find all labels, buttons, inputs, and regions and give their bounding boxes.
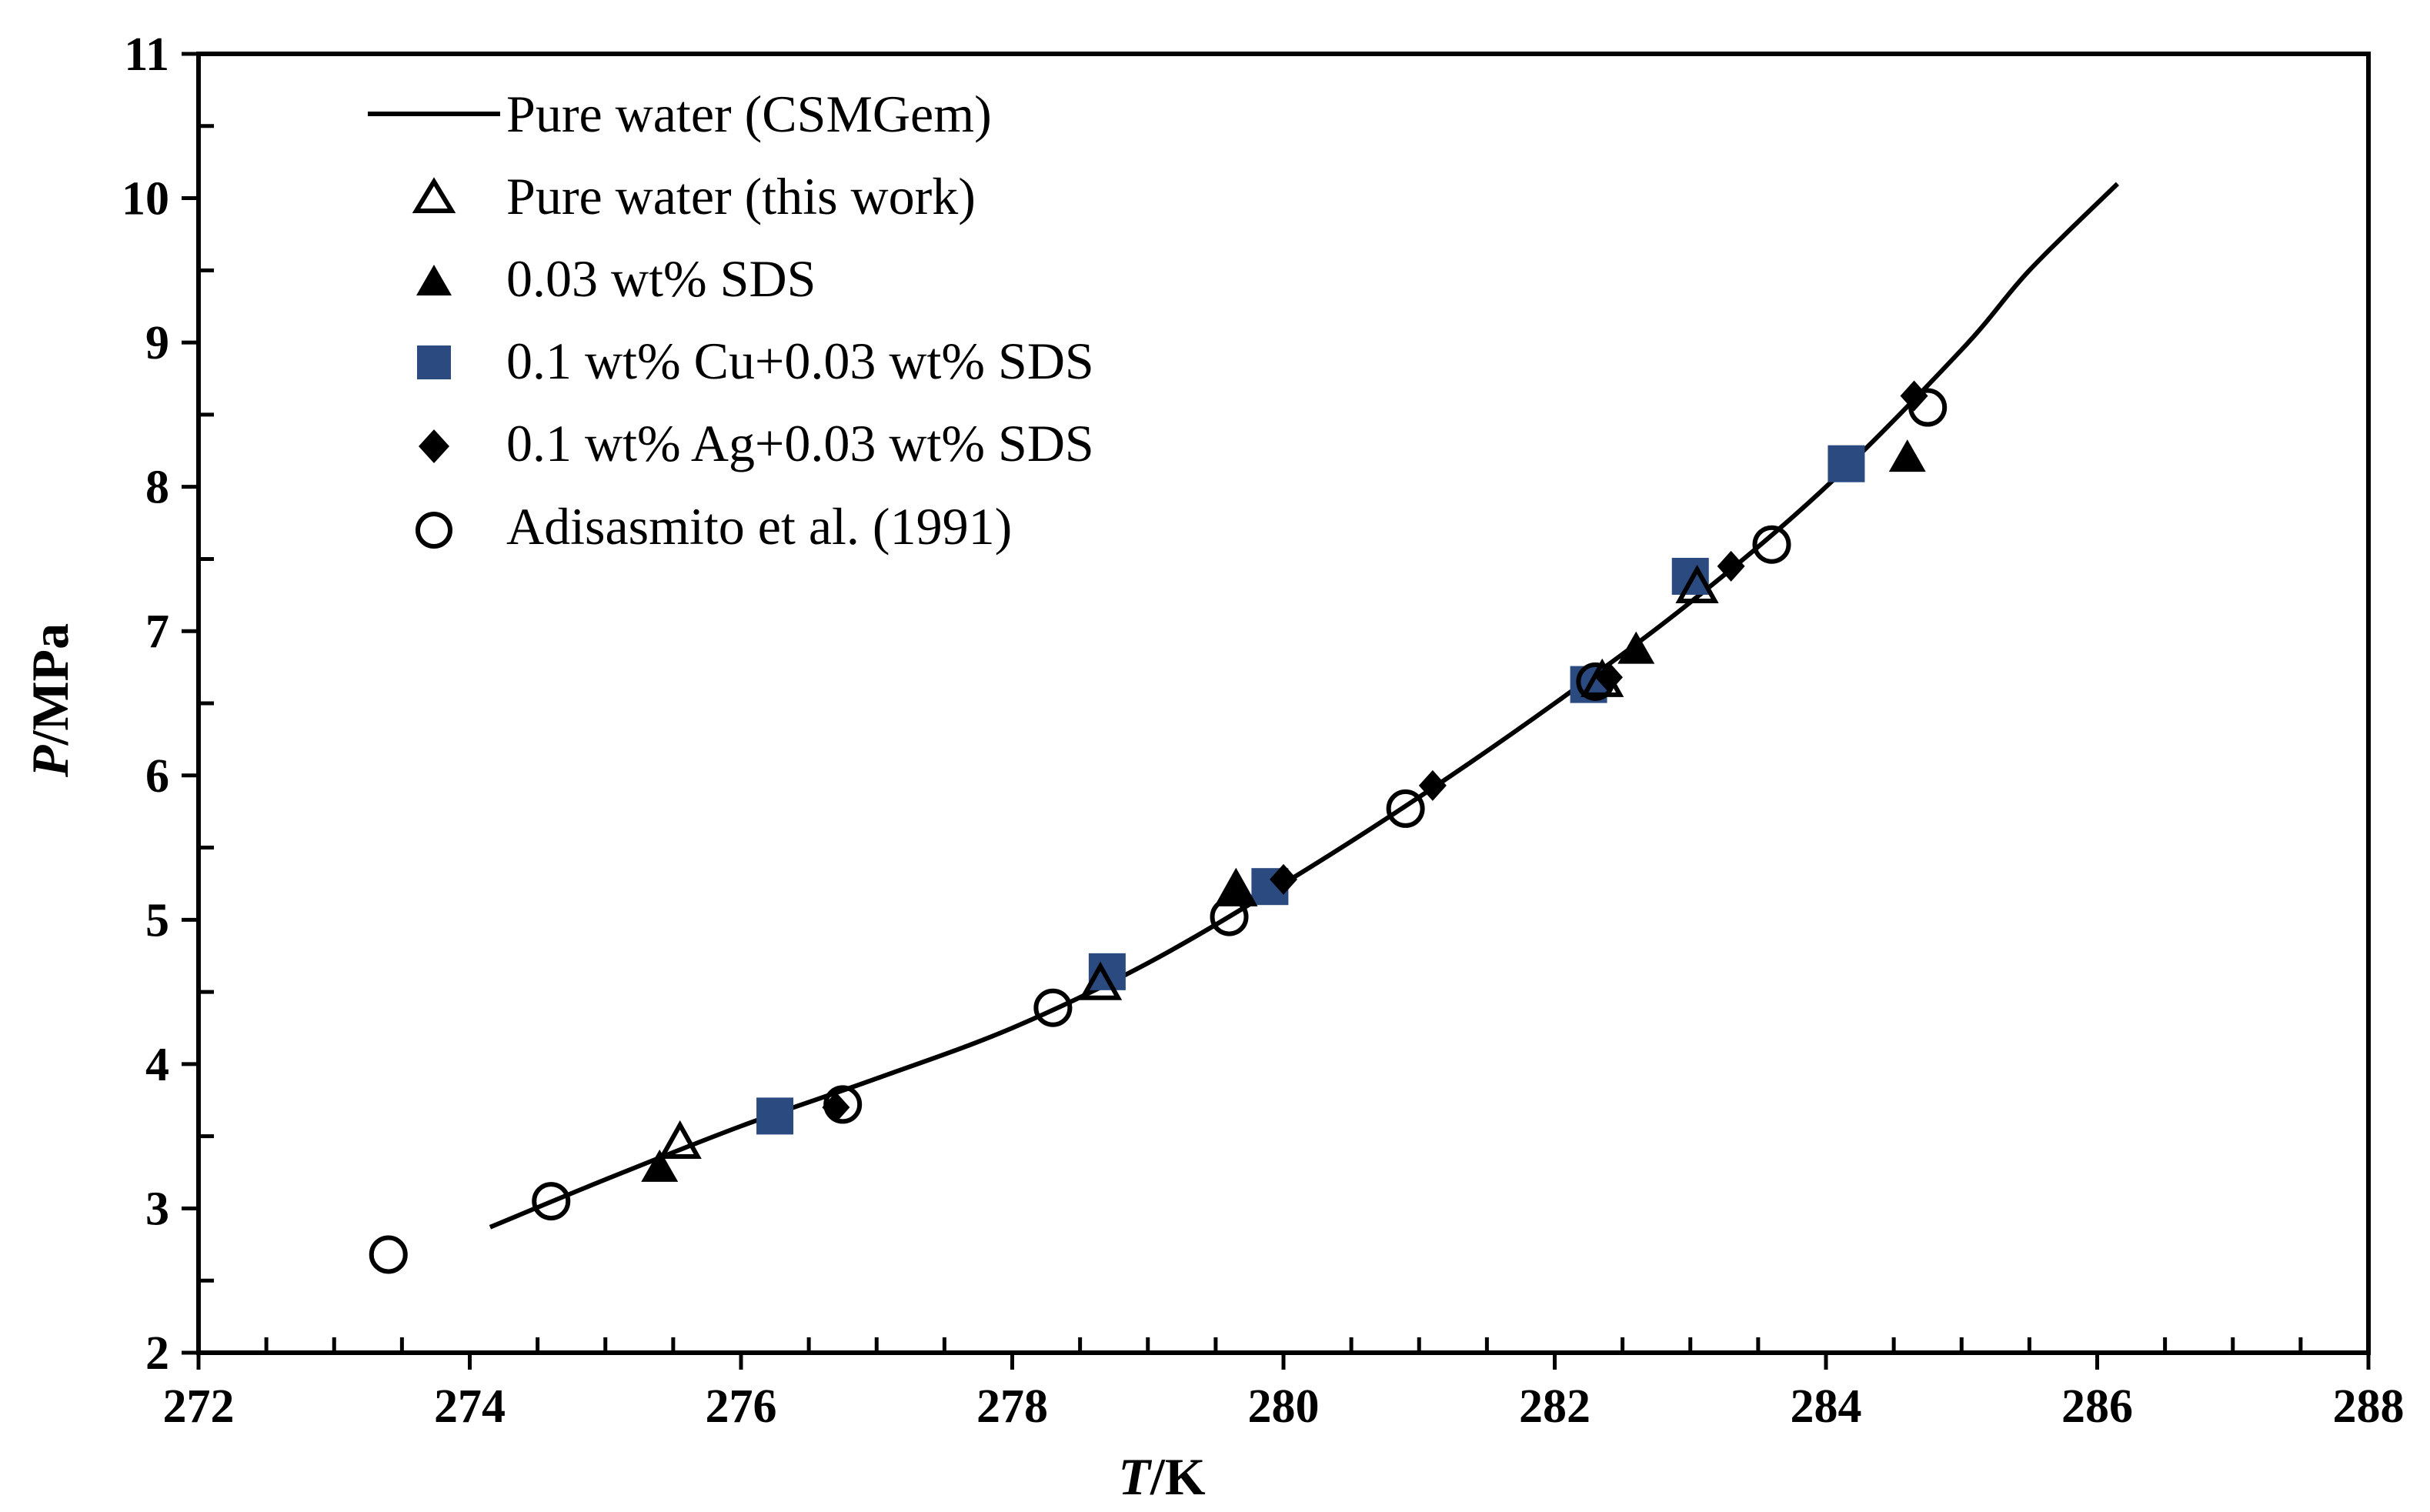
adisasmito-circle-marker xyxy=(1908,388,1948,427)
legend-diamond-icon xyxy=(419,429,449,463)
legend-label: 0.1 wt% Cu+0.03 wt% SDS xyxy=(506,332,1094,390)
legend-item-cu: 0.1 wt% Cu+0.03 wt% SDS xyxy=(417,332,1094,390)
pure-water-triangle-marker xyxy=(658,1120,702,1160)
legend-item-csmgem: Pure water (CSMGem) xyxy=(368,85,992,143)
y-axis-title: P/MPa xyxy=(21,623,79,778)
y-tick-label: 3 xyxy=(145,1183,169,1235)
legend-square-icon xyxy=(417,345,451,379)
adisasmito-circle-marker xyxy=(1386,789,1425,828)
legend-triangle-open-icon xyxy=(412,177,456,213)
adisasmito-circle-marker xyxy=(1576,662,1615,701)
sds-triangle-marker xyxy=(1617,631,1655,664)
y-tick-label: 10 xyxy=(122,173,169,225)
x-tick-label: 274 xyxy=(434,1380,506,1433)
x-tick-label: 282 xyxy=(1519,1380,1591,1433)
y-tick-label: 7 xyxy=(145,606,169,658)
legend-triangle-filled-icon xyxy=(416,265,452,295)
legend-label: Pure water (CSMGem) xyxy=(506,85,992,143)
legend-item-ag: 0.1 wt% Ag+0.03 wt% SDS xyxy=(419,414,1094,472)
y-tick-label: 5 xyxy=(145,894,169,946)
adisasmito-circle-marker xyxy=(1210,897,1249,936)
plot-area xyxy=(196,52,2371,1355)
legend-item-pure-water: Pure water (this work) xyxy=(412,167,976,225)
ag-diamond-marker xyxy=(1595,662,1623,693)
ag-diamond-marker xyxy=(1418,769,1447,801)
y-tick-label: 4 xyxy=(145,1039,169,1091)
x-tick-label: 278 xyxy=(976,1380,1048,1433)
x-tick-label: 272 xyxy=(163,1380,235,1433)
adisasmito-circle-marker xyxy=(1752,525,1791,564)
adisasmito-circle-marker xyxy=(532,1182,571,1221)
adisasmito-circle-marker xyxy=(369,1235,408,1274)
y-tick-label: 6 xyxy=(145,750,169,803)
cu-square-marker xyxy=(1088,953,1126,990)
legend-label: 0.03 wt% SDS xyxy=(506,249,816,308)
x-tick-label: 286 xyxy=(2061,1380,2133,1433)
legend-item-sds: 0.03 wt% SDS xyxy=(416,249,816,308)
x-tick-label: 284 xyxy=(1791,1380,1862,1433)
pure-water-triangle-marker xyxy=(1675,564,1719,603)
y-tick-label: 2 xyxy=(145,1327,169,1380)
legend-item-adisasmito: Adisasmito et al. (1991) xyxy=(416,497,1012,556)
legend-label: 0.1 wt% Ag+0.03 wt% SDS xyxy=(506,414,1094,472)
sds-triangle-marker xyxy=(1217,872,1255,905)
adisasmito-circle-marker xyxy=(1033,988,1073,1027)
x-tick-label: 280 xyxy=(1248,1380,1320,1433)
cu-square-marker xyxy=(756,1097,794,1135)
pure-water-triangle-marker xyxy=(1078,961,1123,1000)
legend: Pure water (CSMGem) Pure water (this wor… xyxy=(368,85,1094,556)
sds-triangle-marker xyxy=(641,1149,679,1182)
sds-triangle-marker xyxy=(1888,439,1926,472)
legend-label: Adisasmito et al. (1991) xyxy=(506,497,1012,556)
legend-circle-open-icon xyxy=(416,512,452,549)
ag-diamond-marker xyxy=(1270,863,1297,895)
x-tick-label: 288 xyxy=(2333,1380,2405,1433)
y-tick-label: 11 xyxy=(124,28,169,81)
y-tick-label: 8 xyxy=(145,462,169,514)
adisasmito-circle-marker xyxy=(823,1085,863,1124)
x-axis-title: T/K xyxy=(1118,1447,1205,1506)
y-tick-label: 9 xyxy=(145,317,169,369)
legend-label: Pure water (this work) xyxy=(506,167,976,225)
x-tick-label: 276 xyxy=(706,1380,777,1433)
ag-diamond-marker xyxy=(1717,550,1745,582)
cu-square-marker xyxy=(1828,445,1865,482)
